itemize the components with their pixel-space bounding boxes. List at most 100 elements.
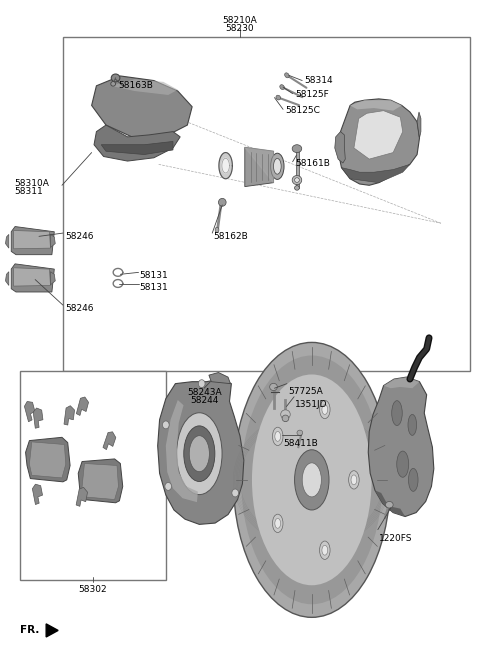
Polygon shape bbox=[5, 234, 9, 248]
Polygon shape bbox=[354, 111, 403, 159]
Ellipse shape bbox=[295, 178, 300, 182]
Text: 58230: 58230 bbox=[226, 24, 254, 33]
Ellipse shape bbox=[276, 95, 281, 100]
Bar bbox=[296, 149, 299, 188]
Text: 58125C: 58125C bbox=[286, 106, 320, 115]
Text: FR.: FR. bbox=[20, 625, 39, 636]
Text: 58411B: 58411B bbox=[283, 440, 318, 448]
Text: 58163B: 58163B bbox=[118, 81, 153, 91]
Ellipse shape bbox=[385, 501, 393, 508]
Ellipse shape bbox=[295, 450, 329, 510]
Polygon shape bbox=[222, 158, 229, 173]
Text: 58162B: 58162B bbox=[214, 232, 249, 241]
Ellipse shape bbox=[320, 541, 330, 560]
Polygon shape bbox=[209, 373, 230, 384]
Polygon shape bbox=[103, 432, 116, 449]
Ellipse shape bbox=[254, 379, 369, 581]
Ellipse shape bbox=[252, 375, 372, 585]
Text: 1220FS: 1220FS bbox=[379, 534, 412, 543]
Ellipse shape bbox=[177, 413, 222, 495]
Ellipse shape bbox=[273, 427, 283, 445]
Ellipse shape bbox=[408, 415, 417, 436]
Text: 57725A: 57725A bbox=[288, 387, 323, 396]
Polygon shape bbox=[46, 624, 58, 637]
Ellipse shape bbox=[302, 463, 322, 497]
Polygon shape bbox=[219, 153, 232, 178]
Polygon shape bbox=[13, 230, 50, 249]
Text: 1351JD: 1351JD bbox=[295, 400, 327, 409]
Ellipse shape bbox=[275, 432, 281, 441]
Polygon shape bbox=[76, 487, 87, 506]
Polygon shape bbox=[245, 148, 274, 186]
Polygon shape bbox=[76, 397, 88, 415]
Polygon shape bbox=[11, 226, 54, 255]
Polygon shape bbox=[50, 272, 55, 285]
Text: 58210A: 58210A bbox=[223, 16, 257, 25]
Polygon shape bbox=[33, 408, 43, 428]
Polygon shape bbox=[101, 142, 173, 155]
Ellipse shape bbox=[322, 545, 328, 555]
Text: 58125F: 58125F bbox=[295, 91, 329, 100]
Polygon shape bbox=[92, 76, 192, 138]
Ellipse shape bbox=[295, 186, 300, 190]
Text: 58161B: 58161B bbox=[295, 159, 330, 167]
Bar bbox=[20, 371, 166, 580]
Polygon shape bbox=[24, 401, 35, 422]
Ellipse shape bbox=[322, 405, 328, 415]
Ellipse shape bbox=[218, 198, 226, 206]
Polygon shape bbox=[166, 400, 198, 502]
Ellipse shape bbox=[392, 401, 402, 426]
Polygon shape bbox=[335, 132, 345, 163]
Ellipse shape bbox=[270, 383, 277, 390]
Text: 58302: 58302 bbox=[79, 584, 108, 594]
Polygon shape bbox=[25, 438, 70, 482]
Polygon shape bbox=[82, 464, 119, 499]
Polygon shape bbox=[341, 165, 410, 182]
Text: 58131: 58131 bbox=[140, 283, 168, 292]
Ellipse shape bbox=[292, 175, 302, 184]
Ellipse shape bbox=[111, 81, 116, 86]
Ellipse shape bbox=[281, 410, 290, 419]
Ellipse shape bbox=[162, 421, 169, 429]
Polygon shape bbox=[32, 484, 43, 504]
Polygon shape bbox=[375, 490, 405, 516]
Polygon shape bbox=[111, 79, 178, 95]
Polygon shape bbox=[384, 377, 420, 388]
Ellipse shape bbox=[165, 483, 171, 490]
Ellipse shape bbox=[348, 471, 359, 489]
Polygon shape bbox=[11, 264, 54, 292]
Text: 58246: 58246 bbox=[65, 232, 94, 241]
Ellipse shape bbox=[273, 514, 283, 533]
Polygon shape bbox=[13, 268, 50, 286]
Ellipse shape bbox=[351, 475, 357, 485]
Polygon shape bbox=[50, 234, 55, 247]
Polygon shape bbox=[368, 377, 434, 516]
Text: 58131: 58131 bbox=[140, 271, 168, 280]
Ellipse shape bbox=[271, 154, 284, 179]
Polygon shape bbox=[245, 148, 274, 182]
Ellipse shape bbox=[280, 85, 285, 89]
Ellipse shape bbox=[292, 145, 302, 153]
Ellipse shape bbox=[320, 400, 330, 419]
Ellipse shape bbox=[215, 227, 219, 232]
Polygon shape bbox=[94, 125, 180, 161]
Text: 58243A: 58243A bbox=[187, 388, 221, 398]
Polygon shape bbox=[417, 112, 421, 138]
Ellipse shape bbox=[241, 356, 383, 604]
Text: 58310A: 58310A bbox=[14, 180, 49, 188]
Ellipse shape bbox=[408, 468, 418, 491]
Ellipse shape bbox=[184, 426, 215, 482]
Polygon shape bbox=[338, 99, 420, 185]
Polygon shape bbox=[29, 442, 66, 478]
Ellipse shape bbox=[233, 342, 390, 617]
Ellipse shape bbox=[397, 451, 408, 478]
Text: 58246: 58246 bbox=[65, 304, 94, 313]
Text: 58314: 58314 bbox=[305, 76, 333, 85]
Polygon shape bbox=[5, 272, 9, 285]
Polygon shape bbox=[64, 405, 74, 425]
Ellipse shape bbox=[189, 436, 209, 472]
Polygon shape bbox=[157, 379, 244, 524]
Ellipse shape bbox=[198, 380, 205, 388]
Ellipse shape bbox=[275, 518, 281, 528]
Bar bbox=[63, 37, 470, 371]
